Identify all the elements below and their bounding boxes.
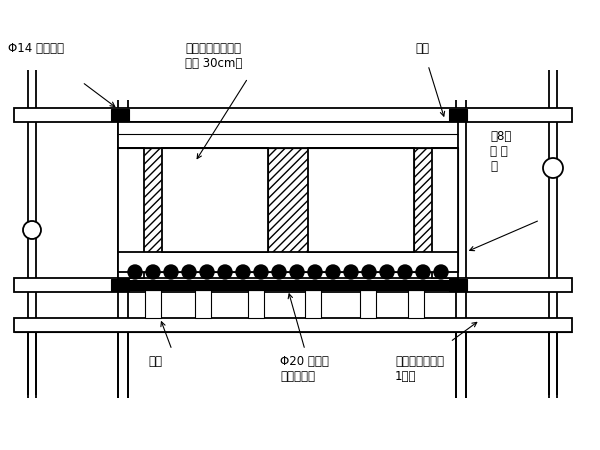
Circle shape (146, 265, 160, 279)
Circle shape (380, 265, 394, 279)
Bar (305, 290, 321, 318)
Circle shape (398, 265, 412, 279)
Text: 钔 横: 钔 横 (490, 145, 508, 158)
Circle shape (290, 265, 304, 279)
Text: 第一次浇筑层（顶: 第一次浇筑层（顶 (185, 42, 241, 55)
Circle shape (200, 265, 214, 279)
Bar (111, 279, 129, 291)
Circle shape (543, 158, 563, 178)
Bar (14, 108, 572, 122)
Text: 架: 架 (490, 160, 497, 173)
Bar (360, 290, 376, 318)
Circle shape (272, 265, 286, 279)
Bar (14, 318, 572, 332)
Text: Φ14 对拉螺杆: Φ14 对拉螺杆 (8, 42, 64, 55)
Text: 筋底模骨架: 筋底模骨架 (280, 370, 315, 383)
Text: 操作平台（宽度: 操作平台（宽度 (395, 355, 444, 368)
Bar (248, 290, 264, 318)
Circle shape (416, 265, 430, 279)
Bar (118, 148, 162, 252)
Circle shape (434, 265, 448, 279)
Circle shape (23, 221, 41, 239)
Bar (118, 122, 458, 148)
Bar (118, 148, 144, 278)
Bar (118, 280, 458, 290)
Bar (118, 252, 458, 272)
Bar (449, 279, 467, 291)
Circle shape (182, 265, 196, 279)
Bar (268, 148, 308, 252)
Bar (414, 148, 458, 252)
Text: Φ20 螺纹钔: Φ20 螺纹钔 (280, 355, 329, 368)
Bar (111, 109, 129, 121)
Circle shape (236, 265, 250, 279)
Circle shape (326, 265, 340, 279)
Bar (308, 148, 414, 252)
Circle shape (164, 265, 178, 279)
Bar (408, 290, 424, 318)
Circle shape (254, 265, 268, 279)
Circle shape (128, 265, 142, 279)
Circle shape (308, 265, 322, 279)
Text: 顶托: 顶托 (148, 355, 162, 368)
Circle shape (344, 265, 358, 279)
Bar (195, 290, 211, 318)
Bar (432, 148, 458, 278)
Bar (145, 290, 161, 318)
Text: 【8槽: 【8槽 (490, 130, 511, 143)
Bar (14, 278, 572, 292)
Text: 1米）: 1米） (395, 370, 416, 383)
Text: 板底 30cm）: 板底 30cm） (185, 57, 242, 70)
Circle shape (362, 265, 376, 279)
Bar (162, 148, 268, 252)
Text: 侧模: 侧模 (415, 42, 429, 55)
Circle shape (218, 265, 232, 279)
Bar (449, 109, 467, 121)
Bar (118, 252, 458, 272)
